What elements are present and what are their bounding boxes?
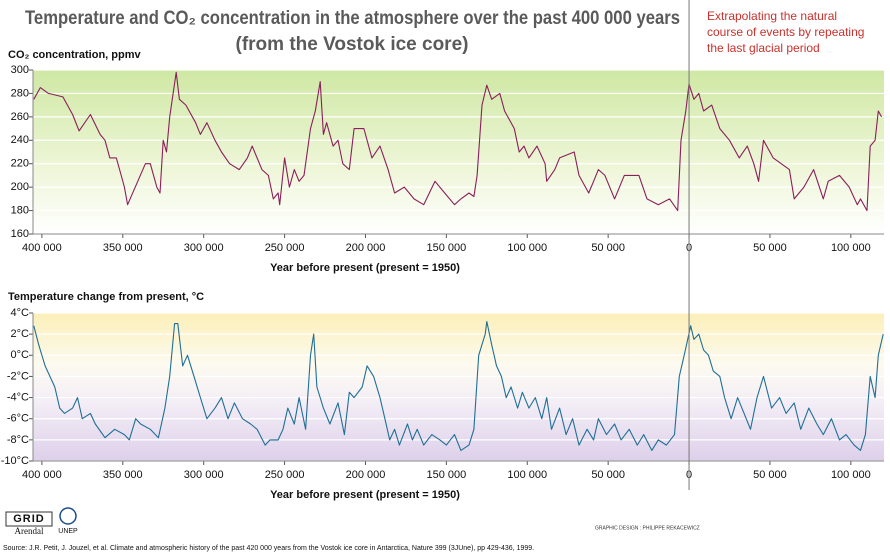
x-tick-label: 250 000 bbox=[265, 469, 305, 481]
x-tick-label: 350 000 bbox=[103, 242, 143, 254]
y-tick-label: -4°C bbox=[7, 391, 29, 403]
logo-unep-emblem bbox=[59, 507, 77, 525]
y-tick-label: 160 bbox=[11, 228, 29, 240]
x-tick-label: 150 000 bbox=[426, 469, 466, 481]
x-tick-label: 50 000 bbox=[753, 242, 787, 254]
logo-box bbox=[5, 511, 53, 527]
logo: GRID Arendal UNEP bbox=[5, 507, 78, 536]
plot-background bbox=[33, 70, 884, 234]
x-tick-label: 50 000 bbox=[591, 242, 625, 254]
y-tick-label: -8°C bbox=[7, 434, 29, 446]
x-tick-label: 100 000 bbox=[507, 242, 547, 254]
annotation: course of events by repeating bbox=[707, 25, 864, 39]
y-tick-label: 4°C bbox=[11, 307, 30, 319]
x-axis-title: Year before present (present = 1950) bbox=[270, 489, 460, 501]
logo-arendal: Arendal bbox=[15, 526, 44, 536]
source: Source: J.R. Petit, J. Jouzel, et al. Cl… bbox=[3, 545, 534, 552]
x-tick-label: 200 000 bbox=[346, 242, 386, 254]
y-tick-label: 300 bbox=[11, 64, 29, 76]
x-tick-label: 400 000 bbox=[22, 469, 62, 481]
y-tick-label: 240 bbox=[11, 134, 29, 146]
y-tick-label: 220 bbox=[11, 158, 29, 170]
x-tick-label: 50 000 bbox=[753, 469, 787, 481]
chart-subtitle: (from the Vostok ice core) bbox=[236, 34, 469, 55]
backgrounds bbox=[33, 69, 884, 462]
logo-unep: UNEP bbox=[58, 528, 78, 535]
x-tick-label: 150 000 bbox=[426, 242, 466, 254]
y-axis-title: CO₂ concentration, ppmv bbox=[8, 49, 142, 61]
chart-title: Temperature and CO₂ concentration in the… bbox=[25, 8, 680, 29]
y-tick-label: 2°C bbox=[11, 328, 30, 340]
x-tick-label: 300 000 bbox=[184, 469, 224, 481]
x-tick-label: 100 000 bbox=[507, 469, 547, 481]
credit: GRAPHIC DESIGN : PHILIPPE REKACEWICZ bbox=[595, 525, 700, 531]
y-tick-label: -2°C bbox=[7, 370, 29, 382]
x-tick-label: 400 000 bbox=[22, 242, 62, 254]
y-tick-label: 280 bbox=[11, 87, 29, 99]
x-axis-title: Year before present (present = 1950) bbox=[270, 262, 460, 274]
y-tick-label: 260 bbox=[11, 111, 29, 123]
x-tick-label: 200 000 bbox=[346, 469, 386, 481]
plot-background bbox=[33, 313, 884, 461]
y-tick-label: 200 bbox=[11, 181, 29, 193]
data-line bbox=[33, 320, 884, 451]
y-tick-label: -6°C bbox=[7, 413, 29, 425]
y-tick-label: 180 bbox=[11, 204, 29, 216]
y-tick-label: 0°C bbox=[11, 349, 30, 361]
annotation: the last glacial period bbox=[707, 41, 820, 55]
data-line bbox=[33, 71, 883, 212]
x-tick-label: 100 000 bbox=[831, 469, 871, 481]
x-tick-label: 350 000 bbox=[103, 469, 143, 481]
y-axis-title: Temperature change from present, °C bbox=[8, 291, 204, 303]
y-tick-label: -10°C bbox=[1, 455, 29, 467]
x-tick-label: 250 000 bbox=[265, 242, 305, 254]
annotation: Extrapolating the natural bbox=[707, 9, 837, 23]
logo-grid: GRID bbox=[13, 513, 45, 525]
x-tick-label: 50 000 bbox=[591, 469, 625, 481]
x-tick-label: 300 000 bbox=[184, 242, 224, 254]
x-tick-label: 100 000 bbox=[831, 242, 871, 254]
